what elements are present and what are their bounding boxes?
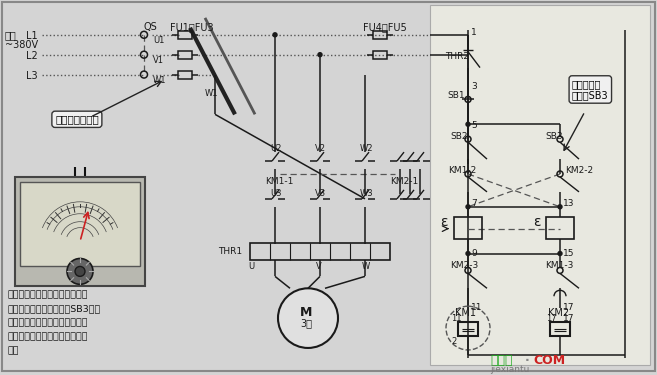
- Bar: [250, 243, 390, 261]
- Text: 11: 11: [471, 303, 482, 312]
- Text: 13: 13: [563, 199, 574, 208]
- Text: W1: W1: [153, 75, 166, 84]
- Text: 17: 17: [546, 314, 556, 323]
- Text: SB1: SB1: [447, 92, 464, 100]
- Text: V1: V1: [153, 56, 164, 64]
- Bar: [550, 322, 570, 336]
- Text: FU1～FU3: FU1～FU3: [170, 22, 214, 32]
- Text: 接线图: 接线图: [490, 354, 512, 368]
- Text: 17: 17: [563, 314, 574, 323]
- Bar: [458, 322, 478, 336]
- Bar: [373, 51, 387, 58]
- Text: ε: ε: [440, 215, 447, 229]
- Text: 15: 15: [563, 249, 574, 258]
- Text: U3: U3: [270, 189, 281, 198]
- Text: THR2: THR2: [445, 52, 469, 61]
- Text: SB2: SB2: [450, 132, 468, 141]
- Bar: [454, 217, 482, 238]
- Bar: [546, 217, 574, 238]
- Text: 17: 17: [563, 303, 574, 312]
- Text: jiexiantu: jiexiantu: [490, 365, 530, 374]
- Text: U2: U2: [270, 144, 281, 153]
- Text: L1: L1: [26, 31, 37, 41]
- Circle shape: [278, 288, 338, 348]
- Bar: [20, 182, 140, 266]
- Circle shape: [466, 205, 470, 209]
- Text: 将万用表表笔搭在控制电路的接: 将万用表表笔搭在控制电路的接: [8, 290, 89, 299]
- Text: 交流: 交流: [5, 30, 16, 40]
- Text: KM2: KM2: [548, 308, 569, 318]
- Circle shape: [75, 266, 85, 276]
- Text: KM2-1: KM2-1: [390, 177, 419, 186]
- Text: 端的直流电阻，正常时应有一定: 端的直流电阻，正常时应有一定: [8, 332, 89, 341]
- Text: W2: W2: [360, 144, 373, 153]
- Circle shape: [273, 33, 277, 37]
- Text: KM2-2: KM2-2: [565, 166, 593, 175]
- Text: FU4～FU5: FU4～FU5: [363, 22, 407, 32]
- Text: KM1-2: KM1-2: [448, 166, 476, 175]
- Bar: [430, 5, 650, 365]
- Text: 阻值: 阻值: [8, 346, 20, 355]
- Text: COM: COM: [533, 354, 565, 368]
- Circle shape: [466, 122, 470, 126]
- Text: W1: W1: [205, 90, 219, 99]
- Text: ~380V: ~380V: [5, 40, 38, 50]
- Text: W: W: [362, 262, 371, 272]
- Text: V3: V3: [315, 189, 326, 198]
- Text: KM2-3: KM2-3: [450, 261, 478, 270]
- Text: 11: 11: [451, 314, 461, 323]
- Text: M: M: [300, 306, 312, 319]
- Text: 线端，按下正向启动按钮SB3时，: 线端，按下正向启动按钮SB3时，: [8, 304, 101, 313]
- Text: W3: W3: [360, 189, 374, 198]
- Text: L2: L2: [26, 51, 37, 61]
- Text: U: U: [248, 262, 254, 272]
- Text: 3～: 3～: [300, 318, 312, 328]
- Text: 5: 5: [471, 121, 477, 130]
- Text: 1: 1: [471, 28, 477, 37]
- Text: 按下正向启
动按钮SB3: 按下正向启 动按钮SB3: [572, 79, 608, 100]
- Circle shape: [466, 252, 470, 255]
- Circle shape: [558, 205, 562, 209]
- Bar: [178, 31, 192, 39]
- Bar: [373, 31, 387, 39]
- Text: 7: 7: [471, 199, 477, 208]
- Text: 相当于用万用表测接触器线圈两: 相当于用万用表测接触器线圈两: [8, 318, 89, 327]
- Bar: [15, 177, 145, 286]
- Text: U1: U1: [153, 36, 164, 45]
- Text: 9: 9: [471, 249, 477, 258]
- Text: SB3: SB3: [545, 132, 562, 141]
- Circle shape: [67, 258, 93, 284]
- Text: L3: L3: [26, 70, 37, 81]
- Text: QS: QS: [143, 22, 157, 32]
- Text: THR1: THR1: [218, 246, 242, 255]
- Text: V2: V2: [315, 144, 326, 153]
- Text: ε: ε: [533, 215, 541, 229]
- Text: 断开总电源开关: 断开总电源开关: [55, 114, 99, 124]
- Text: ·: ·: [525, 354, 530, 368]
- Circle shape: [318, 53, 322, 57]
- Text: KM1-1: KM1-1: [265, 177, 294, 186]
- Text: 2: 2: [451, 337, 456, 346]
- Text: 3: 3: [471, 81, 477, 90]
- Text: KM1-3: KM1-3: [545, 261, 574, 270]
- Circle shape: [558, 252, 562, 255]
- Bar: [178, 70, 192, 78]
- Text: V: V: [316, 262, 322, 272]
- Text: KM1: KM1: [455, 308, 476, 318]
- Bar: [178, 51, 192, 58]
